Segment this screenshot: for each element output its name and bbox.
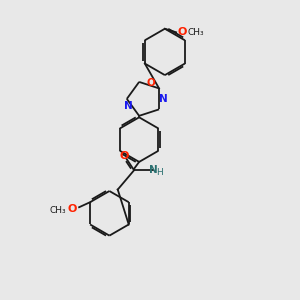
Text: O: O: [177, 27, 186, 37]
Text: CH₃: CH₃: [49, 206, 66, 215]
Text: N: N: [149, 165, 158, 175]
Text: N: N: [159, 94, 168, 104]
Text: H: H: [157, 167, 163, 176]
Text: O: O: [119, 151, 129, 161]
Text: O: O: [68, 204, 77, 214]
Text: CH₃: CH₃: [188, 28, 204, 37]
Text: N: N: [124, 101, 133, 112]
Text: O: O: [146, 78, 155, 88]
